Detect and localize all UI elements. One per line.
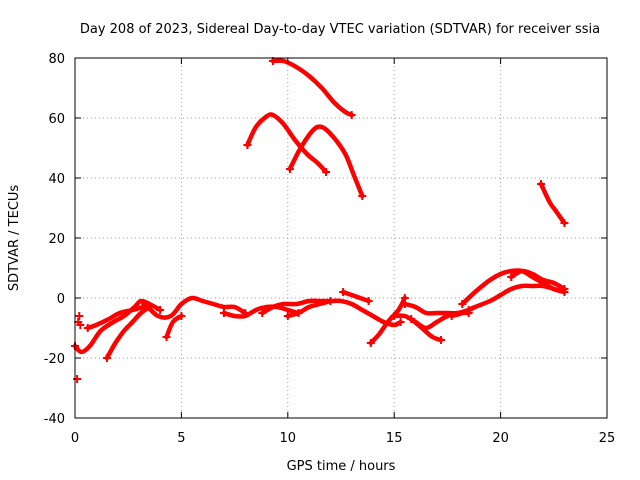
y-tick-label: 20 (48, 232, 65, 247)
series-high-arc-d (538, 181, 567, 226)
series-seg-5 (164, 313, 184, 340)
x-tick-label: 10 (280, 431, 297, 446)
x-tick-label: 0 (71, 431, 79, 446)
series-seg-9 (340, 289, 371, 304)
x-axis-label: GPS time / hours (287, 459, 396, 474)
y-tick-label: 80 (48, 52, 65, 67)
y-tick-label: 0 (57, 292, 65, 307)
y-tick-labels: -40 -20 0 20 40 60 80 (44, 52, 65, 427)
data-point (73, 375, 82, 383)
series-high-arc-b (270, 58, 354, 118)
y-tick-label: 60 (48, 112, 65, 127)
data-point (75, 312, 84, 320)
y-axis-label: SDTVAR / TECUs (7, 185, 22, 292)
chart-title: Day 208 of 2023, Sidereal Day-to-day VTE… (80, 22, 600, 37)
series-seg-15 (449, 283, 567, 319)
series-seg-10 (368, 295, 408, 346)
series-seg-3 (104, 304, 152, 361)
x-tick-label: 15 (386, 431, 403, 446)
series-seg-16 (508, 268, 567, 292)
x-tick-label: 20 (492, 431, 509, 446)
x-tick-labels: 0 5 10 15 20 25 (71, 431, 615, 446)
series-seg-6 (221, 304, 301, 319)
x-tick-label: 5 (177, 431, 185, 446)
series-high-arc-c (287, 124, 365, 199)
x-tick-label: 25 (599, 431, 616, 446)
y-tick-label: -20 (44, 352, 65, 367)
series-seg-8 (285, 298, 333, 319)
y-tick-label: -40 (44, 412, 65, 427)
series-seg-7 (260, 298, 403, 328)
grid (75, 58, 607, 418)
data-series (71, 57, 569, 383)
y-tick-label: 40 (48, 172, 65, 187)
series-seg-2 (85, 304, 146, 331)
series-high-arc-a (245, 112, 329, 175)
data-point (76, 321, 85, 329)
series-seg-4 (142, 295, 248, 320)
axis-ticks (74, 57, 608, 419)
